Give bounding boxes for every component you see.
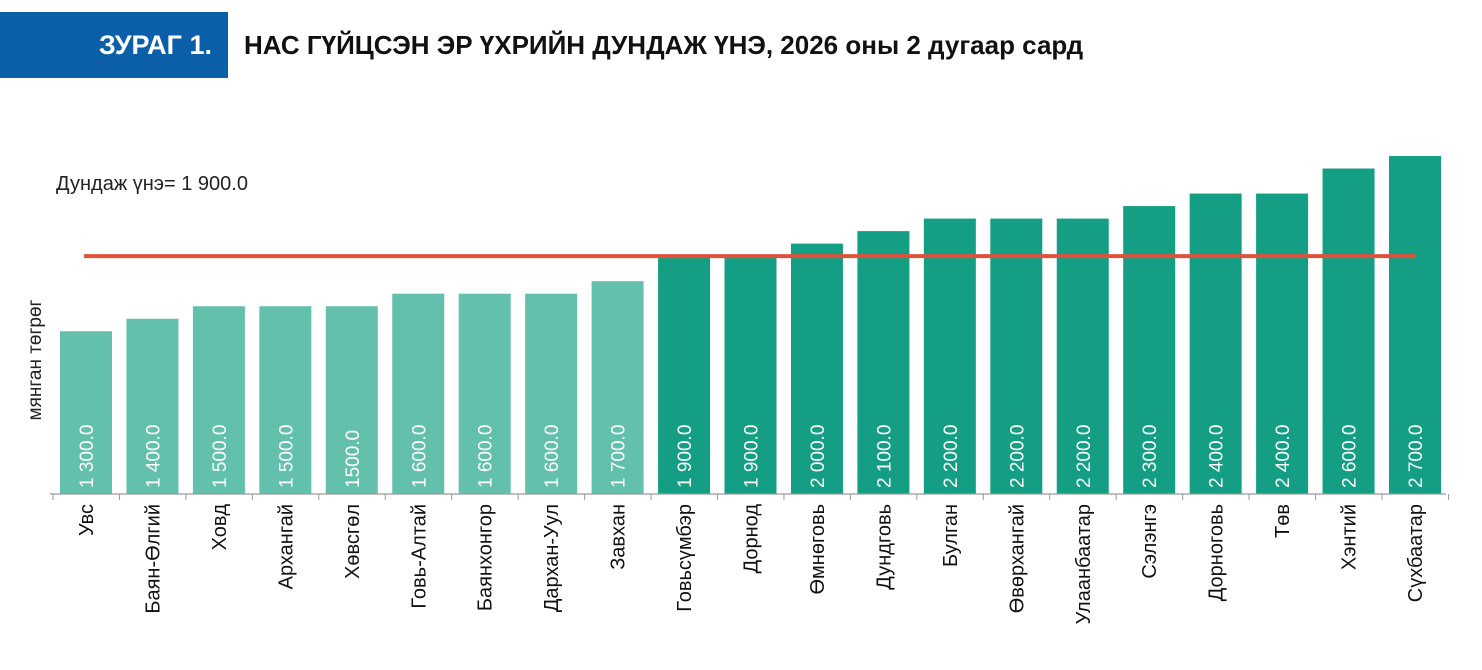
bar (1189, 193, 1242, 495)
bar (790, 243, 843, 494)
bar (126, 318, 179, 494)
data-label: 1 500.0 (210, 425, 231, 488)
category-label: Завхан (608, 504, 630, 570)
category-label: Хэнтий (1339, 504, 1361, 570)
data-label: 2 200.0 (1074, 425, 1095, 488)
bar (591, 281, 644, 494)
bar (458, 293, 511, 494)
bar (392, 293, 445, 494)
bar (325, 306, 378, 494)
data-label: 1 700.0 (609, 425, 630, 488)
data-label: 2 700.0 (1406, 425, 1427, 488)
category-label: Дархан-Уул (541, 504, 563, 612)
bar (1389, 156, 1441, 494)
category-label: Сүхбаатар (1405, 504, 1427, 602)
category-label: Баянхонгор (475, 504, 497, 611)
data-label: 1 600.0 (542, 425, 563, 488)
bar (857, 231, 910, 494)
bar (60, 331, 112, 494)
category-label: Улаанбаатар (1073, 504, 1095, 624)
data-label: 2 200.0 (941, 425, 962, 488)
bar (1256, 193, 1309, 495)
data-label: 2 100.0 (874, 425, 895, 488)
figure-label: ЗУРАГ 1. (0, 12, 228, 78)
category-label: Ховд (209, 504, 231, 551)
bar (259, 306, 312, 494)
bar (990, 218, 1043, 494)
category-label: Дундговь (873, 504, 895, 590)
data-label: 2 200.0 (1007, 425, 1028, 488)
data-label: 2 400.0 (1273, 425, 1294, 488)
figure-title: НАС ГҮЙЦСЭН ЭР ҮХРИЙН ДУНДАЖ ҮНЭ, 2026 о… (244, 29, 1084, 60)
data-label: 1 600.0 (409, 425, 430, 488)
y-axis-label: мянган төгрөг (25, 299, 46, 420)
data-label: 1 600.0 (476, 425, 497, 488)
category-label: Дорнод (741, 504, 763, 574)
category-label: Сэлэнгэ (1139, 504, 1161, 579)
category-label: Хөвсгөл (342, 504, 364, 579)
data-label: 2 400.0 (1207, 425, 1228, 488)
data-label: 2 300.0 (1140, 425, 1161, 488)
data-label: 1 500.0 (276, 425, 297, 488)
average-annotation: Дундаж үнэ= 1 900.0 (56, 173, 248, 195)
data-label: 2 000.0 (808, 425, 829, 488)
category-label: Баян-Өлгий (142, 504, 164, 614)
bar (923, 218, 976, 494)
bar (1123, 206, 1176, 494)
category-label: Говьсүмбэр (674, 504, 696, 612)
bar (724, 256, 777, 494)
bar (1056, 218, 1109, 494)
category-label: Дорноговь (1206, 504, 1228, 601)
data-label: 1 900.0 (742, 425, 763, 488)
category-label: Говь-Алтай (408, 504, 430, 609)
category-label: Өвөрхангай (1006, 504, 1028, 613)
data-label: 1500.0 (343, 430, 364, 488)
data-label: 1 900.0 (675, 425, 696, 488)
data-label: 1 300.0 (77, 425, 98, 488)
bar (1322, 168, 1375, 494)
category-label: Булган (940, 504, 962, 567)
data-label: 2 600.0 (1340, 425, 1361, 488)
bar (658, 256, 711, 494)
bar (192, 306, 245, 494)
category-label: Төв (1272, 504, 1294, 538)
data-label: 1 400.0 (143, 425, 164, 488)
figure-header: ЗУРАГ 1. НАС ГҮЙЦСЭН ЭР ҮХРИЙН ДУНДАЖ ҮН… (0, 12, 1482, 78)
category-label: Өмнөговь (807, 504, 829, 595)
category-label: Архангай (275, 504, 297, 589)
category-label: Увс (76, 504, 98, 536)
bar (525, 293, 578, 494)
